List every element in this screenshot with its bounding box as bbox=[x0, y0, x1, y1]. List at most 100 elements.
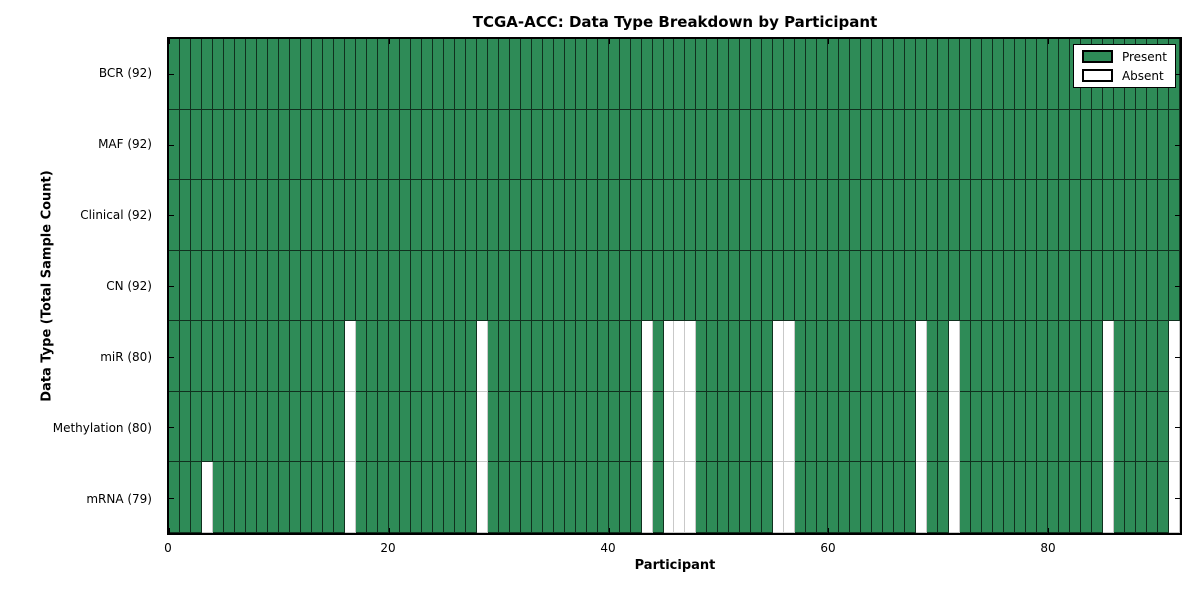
heatmap-cell-Methylation-7 bbox=[245, 391, 257, 463]
heatmap-cell-CN-41 bbox=[619, 250, 631, 322]
heatmap-cell-CN-90 bbox=[1158, 250, 1169, 322]
heatmap-cell-BCR-37 bbox=[575, 39, 587, 110]
heatmap-cell-CN-76 bbox=[1004, 250, 1016, 322]
heatmap-cell-MAF-58 bbox=[806, 109, 818, 181]
heatmap-cell-Clinical-42 bbox=[630, 180, 642, 251]
heatmap-cell-mRNA-37 bbox=[575, 462, 587, 533]
heatmap-cell-Methylation-74 bbox=[982, 391, 994, 463]
heatmap-cell-miR-56 bbox=[784, 321, 796, 392]
heatmap-cell-CN-42 bbox=[630, 250, 642, 322]
heatmap-cell-mRNA-52 bbox=[740, 462, 752, 533]
x-tick-mark bbox=[169, 528, 170, 533]
heatmap-cell-MAF-24 bbox=[432, 109, 444, 181]
x-tick-label-40: 40 bbox=[600, 541, 616, 555]
heatmap-cell-Methylation-5 bbox=[223, 391, 235, 463]
heatmap-cell-Clinical-29 bbox=[487, 180, 499, 251]
heatmap-cell-miR-47 bbox=[685, 321, 697, 392]
heatmap-cell-mRNA-14 bbox=[322, 462, 334, 533]
heatmap-cell-BCR-73 bbox=[971, 39, 983, 110]
heatmap-cell-MAF-20 bbox=[388, 109, 400, 181]
heatmap-cell-Methylation-90 bbox=[1158, 391, 1169, 463]
heatmap-cell-MAF-38 bbox=[586, 109, 598, 181]
heatmap-cell-Methylation-86 bbox=[1114, 391, 1126, 463]
heatmap-cell-miR-84 bbox=[1092, 321, 1104, 392]
y-tick-mark bbox=[1175, 145, 1180, 146]
heatmap-cell-MAF-79 bbox=[1037, 109, 1049, 181]
heatmap-cell-BCR-57 bbox=[795, 39, 807, 110]
heatmap-cell-BCR-16 bbox=[344, 39, 356, 110]
heatmap-cell-Methylation-49 bbox=[707, 391, 719, 463]
heatmap-cell-Methylation-82 bbox=[1070, 391, 1082, 463]
heatmap-cell-mRNA-91 bbox=[1169, 462, 1180, 533]
heatmap-cell-miR-90 bbox=[1158, 321, 1169, 392]
heatmap-cell-miR-51 bbox=[729, 321, 741, 392]
heatmap-cell-Methylation-44 bbox=[652, 391, 664, 463]
heatmap-cell-MAF-51 bbox=[729, 109, 741, 181]
heatmap-cell-mRNA-1 bbox=[179, 462, 191, 533]
heatmap-cell-Clinical-11 bbox=[289, 180, 301, 251]
heatmap-cell-miR-85 bbox=[1103, 321, 1115, 392]
heatmap-cell-Methylation-20 bbox=[388, 391, 400, 463]
heatmap-cell-MAF-9 bbox=[267, 109, 279, 181]
heatmap-cell-Methylation-72 bbox=[960, 391, 972, 463]
heatmap-cell-mRNA-2 bbox=[190, 462, 202, 533]
heatmap-cell-Methylation-22 bbox=[410, 391, 422, 463]
heatmap-cell-MAF-64 bbox=[872, 109, 884, 181]
heatmap-cell-Methylation-21 bbox=[399, 391, 411, 463]
heatmap-cell-miR-70 bbox=[938, 321, 950, 392]
heatmap-cell-mRNA-71 bbox=[949, 462, 961, 533]
heatmap-cell-Clinical-5 bbox=[223, 180, 235, 251]
heatmap-cell-Clinical-21 bbox=[399, 180, 411, 251]
heatmap-cell-Clinical-66 bbox=[894, 180, 906, 251]
heatmap-cell-mRNA-57 bbox=[795, 462, 807, 533]
heatmap-cell-CN-27 bbox=[465, 250, 477, 322]
heatmap-cell-miR-87 bbox=[1125, 321, 1137, 392]
heatmap-cell-mRNA-31 bbox=[509, 462, 521, 533]
heatmap-cell-miR-82 bbox=[1070, 321, 1082, 392]
heatmap-cell-Clinical-41 bbox=[619, 180, 631, 251]
heatmap-cell-CN-64 bbox=[872, 250, 884, 322]
heatmap-cell-Methylation-19 bbox=[377, 391, 389, 463]
heatmap-cell-Clinical-38 bbox=[586, 180, 598, 251]
heatmap-cell-CN-47 bbox=[685, 250, 697, 322]
heatmap-cell-BCR-2 bbox=[190, 39, 202, 110]
heatmap-cell-mRNA-89 bbox=[1147, 462, 1159, 533]
heatmap-cell-mRNA-86 bbox=[1114, 462, 1126, 533]
y-tick-mark bbox=[1175, 74, 1180, 75]
heatmap-cell-MAF-74 bbox=[982, 109, 994, 181]
heatmap-cell-MAF-43 bbox=[641, 109, 653, 181]
heatmap-cell-Methylation-77 bbox=[1015, 391, 1027, 463]
heatmap-cell-CN-29 bbox=[487, 250, 499, 322]
heatmap-cell-miR-43 bbox=[641, 321, 653, 392]
heatmap-cell-Clinical-87 bbox=[1125, 180, 1137, 251]
heatmap-cell-BCR-31 bbox=[509, 39, 521, 110]
heatmap-cell-Methylation-80 bbox=[1048, 391, 1060, 463]
y-tick-label-methylation: Methylation (80) bbox=[52, 421, 152, 436]
heatmap-cell-Clinical-63 bbox=[861, 180, 873, 251]
heatmap-cell-Methylation-42 bbox=[630, 391, 642, 463]
heatmap-cell-Clinical-44 bbox=[652, 180, 664, 251]
heatmap-cell-Clinical-1 bbox=[179, 180, 191, 251]
x-tick-label-80: 80 bbox=[1040, 541, 1056, 555]
heatmap-cell-miR-72 bbox=[960, 321, 972, 392]
heatmap-cell-CN-66 bbox=[894, 250, 906, 322]
heatmap-cell-BCR-34 bbox=[542, 39, 554, 110]
heatmap-cell-Methylation-56 bbox=[784, 391, 796, 463]
heatmap-cell-Clinical-62 bbox=[850, 180, 862, 251]
heatmap-cell-BCR-55 bbox=[773, 39, 785, 110]
heatmap-cell-CN-87 bbox=[1125, 250, 1137, 322]
heatmap-cell-Clinical-35 bbox=[553, 180, 565, 251]
heatmap-cell-MAF-56 bbox=[784, 109, 796, 181]
heatmap-cell-mRNA-67 bbox=[905, 462, 917, 533]
heatmap-cell-Methylation-84 bbox=[1092, 391, 1104, 463]
heatmap-cell-Clinical-57 bbox=[795, 180, 807, 251]
heatmap-cell-CN-49 bbox=[707, 250, 719, 322]
heatmap-cell-mRNA-44 bbox=[652, 462, 664, 533]
heatmap-cell-Methylation-69 bbox=[927, 391, 939, 463]
heatmap-cell-CN-28 bbox=[476, 250, 488, 322]
heatmap-cell-MAF-28 bbox=[476, 109, 488, 181]
heatmap-cell-MAF-27 bbox=[465, 109, 477, 181]
heatmap-cell-BCR-49 bbox=[707, 39, 719, 110]
heatmap-cell-miR-44 bbox=[652, 321, 664, 392]
